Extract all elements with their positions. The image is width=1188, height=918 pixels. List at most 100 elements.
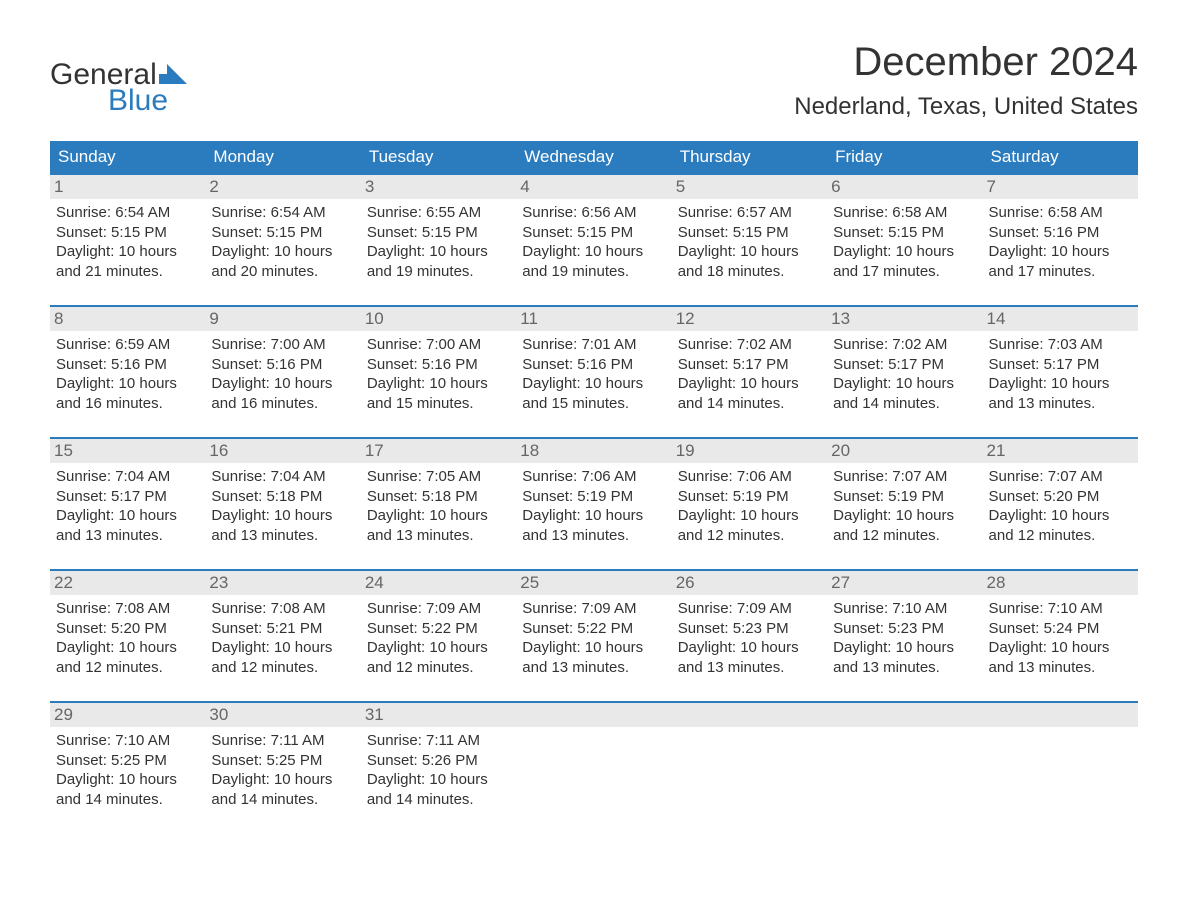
day-sunrise: Sunrise: 7:02 AM: [833, 335, 976, 355]
week-row: 8Sunrise: 6:59 AMSunset: 5:16 PMDaylight…: [50, 305, 1138, 419]
day-cell: 13 Sunrise: 7:02 AMSunset: 5:17 PMDayligh…: [827, 307, 982, 419]
dow-cell: Saturday: [983, 141, 1138, 173]
day-number: 29: [50, 703, 205, 727]
day-cell: 19Sunrise: 7:06 AMSunset: 5:19 PMDayligh…: [672, 439, 827, 551]
day-dl2: and 13 minutes.: [678, 658, 821, 678]
day-cell: 2Sunrise: 6:54 AMSunset: 5:15 PMDaylight…: [205, 175, 360, 287]
day-sunset: Sunset: 5:17 PM: [678, 355, 821, 375]
day-dl1: Daylight: 10 hours: [56, 770, 199, 790]
day-number: 8: [50, 307, 205, 331]
day-cell: 14Sunrise: 7:03 AMSunset: 5:17 PMDayligh…: [983, 307, 1138, 419]
day-sunrise: Sunrise: 7:03 AM: [989, 335, 1132, 355]
day-cell: [983, 703, 1138, 815]
day-dl2: and 12 minutes.: [678, 526, 821, 546]
day-sunset: Sunset: 5:15 PM: [833, 223, 976, 243]
day-sunrise: Sunrise: 7:07 AM: [989, 467, 1132, 487]
day-sunrise: Sunrise: 7:04 AM: [211, 467, 354, 487]
day-dl2: and 20 minutes.: [211, 262, 354, 282]
day-number: 13: [827, 307, 982, 331]
day-sunset: Sunset: 5:26 PM: [367, 751, 510, 771]
day-dl2: and 19 minutes.: [522, 262, 665, 282]
day-number: 24: [361, 571, 516, 595]
day-number: 10: [361, 307, 516, 331]
day-dl1: Daylight: 10 hours: [211, 374, 354, 394]
day-sunrise: Sunrise: 6:57 AM: [678, 203, 821, 223]
day-dl1: Daylight: 10 hours: [989, 506, 1132, 526]
day-sunset: Sunset: 5:16 PM: [56, 355, 199, 375]
day-sunset: Sunset: 5:22 PM: [367, 619, 510, 639]
day-number: 20: [827, 439, 982, 463]
day-dl2: and 13 minutes.: [211, 526, 354, 546]
day-number: 14: [983, 307, 1138, 331]
day-dl2: and 14 minutes.: [211, 790, 354, 810]
day-dl1: Daylight: 10 hours: [678, 638, 821, 658]
day-cell: 3Sunrise: 6:55 AMSunset: 5:15 PMDaylight…: [361, 175, 516, 287]
week-row: 15Sunrise: 7:04 AMSunset: 5:17 PMDayligh…: [50, 437, 1138, 551]
day-number: [516, 703, 671, 727]
weeks-container: 1Sunrise: 6:54 AMSunset: 5:15 PMDaylight…: [50, 173, 1138, 815]
day-sunset: Sunset: 5:23 PM: [833, 619, 976, 639]
day-dl1: Daylight: 10 hours: [989, 374, 1132, 394]
day-number: 26: [672, 571, 827, 595]
day-sunset: Sunset: 5:17 PM: [56, 487, 199, 507]
day-cell: 23Sunrise: 7:08 AMSunset: 5:21 PMDayligh…: [205, 571, 360, 683]
day-sunset: Sunset: 5:22 PM: [522, 619, 665, 639]
day-cell: 21Sunrise: 7:07 AMSunset: 5:20 PMDayligh…: [983, 439, 1138, 551]
day-dl2: and 13 minutes.: [367, 526, 510, 546]
day-sunset: Sunset: 5:15 PM: [211, 223, 354, 243]
day-dl2: and 17 minutes.: [833, 262, 976, 282]
day-sunset: Sunset: 5:17 PM: [833, 355, 976, 375]
day-cell: 17Sunrise: 7:05 AMSunset: 5:18 PMDayligh…: [361, 439, 516, 551]
week-row: 1Sunrise: 6:54 AMSunset: 5:15 PMDaylight…: [50, 173, 1138, 287]
day-number: 17: [361, 439, 516, 463]
day-cell: 18Sunrise: 7:06 AMSunset: 5:19 PMDayligh…: [516, 439, 671, 551]
day-dl2: and 12 minutes.: [989, 526, 1132, 546]
day-sunrise: Sunrise: 7:04 AM: [56, 467, 199, 487]
day-cell: 15Sunrise: 7:04 AMSunset: 5:17 PMDayligh…: [50, 439, 205, 551]
day-sunrise: Sunrise: 7:10 AM: [989, 599, 1132, 619]
day-cell: 4Sunrise: 6:56 AMSunset: 5:15 PMDaylight…: [516, 175, 671, 287]
day-dl2: and 13 minutes.: [522, 658, 665, 678]
day-dl1: Daylight: 10 hours: [522, 374, 665, 394]
day-number: 9: [205, 307, 360, 331]
day-sunset: Sunset: 5:16 PM: [367, 355, 510, 375]
day-sunset: Sunset: 5:24 PM: [989, 619, 1132, 639]
day-dl1: Daylight: 10 hours: [833, 374, 976, 394]
day-sunset: Sunset: 5:16 PM: [989, 223, 1132, 243]
day-dl2: and 12 minutes.: [211, 658, 354, 678]
week-row: 29Sunrise: 7:10 AMSunset: 5:25 PMDayligh…: [50, 701, 1138, 815]
day-number: 7: [983, 175, 1138, 199]
dow-cell: Wednesday: [516, 141, 671, 173]
day-dl1: Daylight: 10 hours: [56, 242, 199, 262]
day-dl1: Daylight: 10 hours: [211, 638, 354, 658]
day-sunrise: Sunrise: 7:10 AM: [56, 731, 199, 751]
day-cell: 25Sunrise: 7:09 AMSunset: 5:22 PMDayligh…: [516, 571, 671, 683]
day-dl1: Daylight: 10 hours: [211, 506, 354, 526]
day-dl2: and 15 minutes.: [522, 394, 665, 414]
day-sunset: Sunset: 5:20 PM: [56, 619, 199, 639]
day-sunset: Sunset: 5:18 PM: [211, 487, 354, 507]
day-number: 16: [205, 439, 360, 463]
day-number: 6: [827, 175, 982, 199]
day-dl1: Daylight: 10 hours: [367, 506, 510, 526]
location: Nederland, Texas, United States: [794, 93, 1138, 121]
day-sunset: Sunset: 5:19 PM: [678, 487, 821, 507]
day-dl1: Daylight: 10 hours: [367, 638, 510, 658]
day-cell: 10Sunrise: 7:00 AMSunset: 5:16 PMDayligh…: [361, 307, 516, 419]
day-sunset: Sunset: 5:16 PM: [211, 355, 354, 375]
day-cell: 8Sunrise: 6:59 AMSunset: 5:16 PMDaylight…: [50, 307, 205, 419]
day-sunset: Sunset: 5:19 PM: [833, 487, 976, 507]
day-dl2: and 13 minutes.: [56, 526, 199, 546]
day-dl2: and 13 minutes.: [522, 526, 665, 546]
day-number: 31: [361, 703, 516, 727]
day-cell: 5Sunrise: 6:57 AMSunset: 5:15 PMDaylight…: [672, 175, 827, 287]
day-dl2: and 12 minutes.: [833, 526, 976, 546]
day-sunrise: Sunrise: 6:55 AM: [367, 203, 510, 223]
day-sunset: Sunset: 5:18 PM: [367, 487, 510, 507]
day-dl2: and 14 minutes.: [367, 790, 510, 810]
day-sunrise: Sunrise: 7:00 AM: [211, 335, 354, 355]
day-sunrise: Sunrise: 7:08 AM: [56, 599, 199, 619]
title-block: December 2024 Nederland, Texas, United S…: [794, 40, 1138, 121]
day-number: 18: [516, 439, 671, 463]
day-sunrise: Sunrise: 6:56 AM: [522, 203, 665, 223]
